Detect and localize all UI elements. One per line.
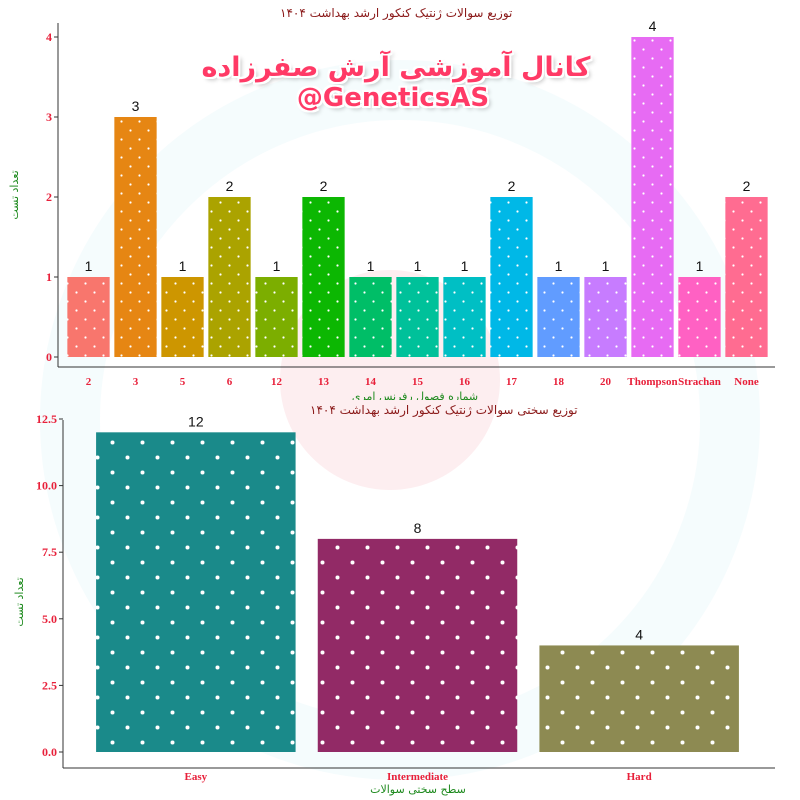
x-tick-label: Intermediate <box>387 771 448 783</box>
y-tick-label: 10.0 <box>36 479 57 493</box>
bar-intermediate <box>317 538 518 752</box>
x-tick-label: Thompson <box>627 376 677 388</box>
chart-title: توزیع سوالات ژنتیک کنکور ارشد بهداشت ۱۴۰… <box>280 6 512 21</box>
y-tick-label: 1 <box>46 270 52 284</box>
data-label: 2 <box>743 178 751 194</box>
data-label: 1 <box>696 258 704 274</box>
x-tick-label: 16 <box>459 376 471 388</box>
x-tick-label: 5 <box>180 376 186 388</box>
x-tick-label: 18 <box>553 376 565 388</box>
data-label: 12 <box>188 413 204 429</box>
difficulty-distribution-chart: توزیع سختی سوالات ژنتیک کنکور ارشد بهداش… <box>13 403 775 796</box>
data-label: 3 <box>132 98 140 114</box>
x-tick-label: 3 <box>133 376 139 388</box>
chapter-distribution-chart: توزیع سوالات ژنتیک کنکور ارشد بهداشت ۱۴۰… <box>8 6 775 400</box>
bar-13 <box>302 197 345 357</box>
x-axis-label: سطح سختی سوالات <box>370 783 466 796</box>
data-label: 2 <box>226 178 234 194</box>
bar-hard <box>539 645 739 752</box>
bar-3 <box>114 117 157 357</box>
data-label: 8 <box>414 520 422 536</box>
bar-strachan <box>678 277 721 357</box>
x-tick-label: 15 <box>412 376 424 388</box>
x-tick-label: 6 <box>227 376 233 388</box>
x-tick-label: 14 <box>365 376 377 388</box>
y-tick-label: 3 <box>46 110 52 124</box>
data-label: 2 <box>320 178 328 194</box>
data-label: 1 <box>179 258 187 274</box>
bar-none <box>725 197 768 357</box>
y-tick-label: 7.5 <box>42 545 57 559</box>
y-axis-label: تعداد تست <box>8 170 21 219</box>
bar-12 <box>255 277 298 357</box>
bar-5 <box>161 277 204 357</box>
x-tick-label: 2 <box>86 376 92 388</box>
bar-20 <box>584 277 627 357</box>
x-tick-label: 17 <box>506 376 518 388</box>
y-axis-label: تعداد تست <box>13 577 26 626</box>
x-tick-label: Strachan <box>678 376 721 388</box>
x-tick-label: 13 <box>318 376 330 388</box>
data-label: 1 <box>602 258 610 274</box>
x-tick-label: 12 <box>271 376 283 388</box>
bar-6 <box>208 197 251 357</box>
data-label: 1 <box>85 258 93 274</box>
x-tick-label: 20 <box>600 376 612 388</box>
bar-14 <box>349 277 392 357</box>
bar-15 <box>396 277 439 357</box>
data-label: 1 <box>367 258 375 274</box>
data-label: 1 <box>414 258 422 274</box>
x-tick-label: None <box>734 376 759 388</box>
data-label: 4 <box>635 626 643 642</box>
y-tick-label: 2.5 <box>42 678 57 692</box>
bar-16 <box>443 277 486 357</box>
y-tick-label: 2 <box>46 190 52 204</box>
x-tick-label: Hard <box>627 771 652 783</box>
data-label: 1 <box>273 258 281 274</box>
y-tick-label: 12.5 <box>36 412 57 426</box>
data-label: 2 <box>508 178 516 194</box>
y-tick-label: 4 <box>46 30 52 44</box>
chart-title: توزیع سختی سوالات ژنتیک کنکور ارشد بهداش… <box>310 403 578 418</box>
x-axis-label: شماره فصول رفرنس امری <box>352 390 478 400</box>
y-tick-label: 5.0 <box>42 612 57 626</box>
bar-thompson <box>631 37 674 357</box>
bar-17 <box>490 197 533 357</box>
data-label: 1 <box>555 258 563 274</box>
x-tick-label: Easy <box>185 771 208 783</box>
data-label: 4 <box>649 18 657 34</box>
bar-18 <box>537 277 580 357</box>
data-label: 1 <box>461 258 469 274</box>
y-tick-label: 0.0 <box>42 745 57 759</box>
bar-easy <box>96 432 296 752</box>
bar-2 <box>67 277 110 357</box>
y-tick-label: 0 <box>46 350 52 364</box>
